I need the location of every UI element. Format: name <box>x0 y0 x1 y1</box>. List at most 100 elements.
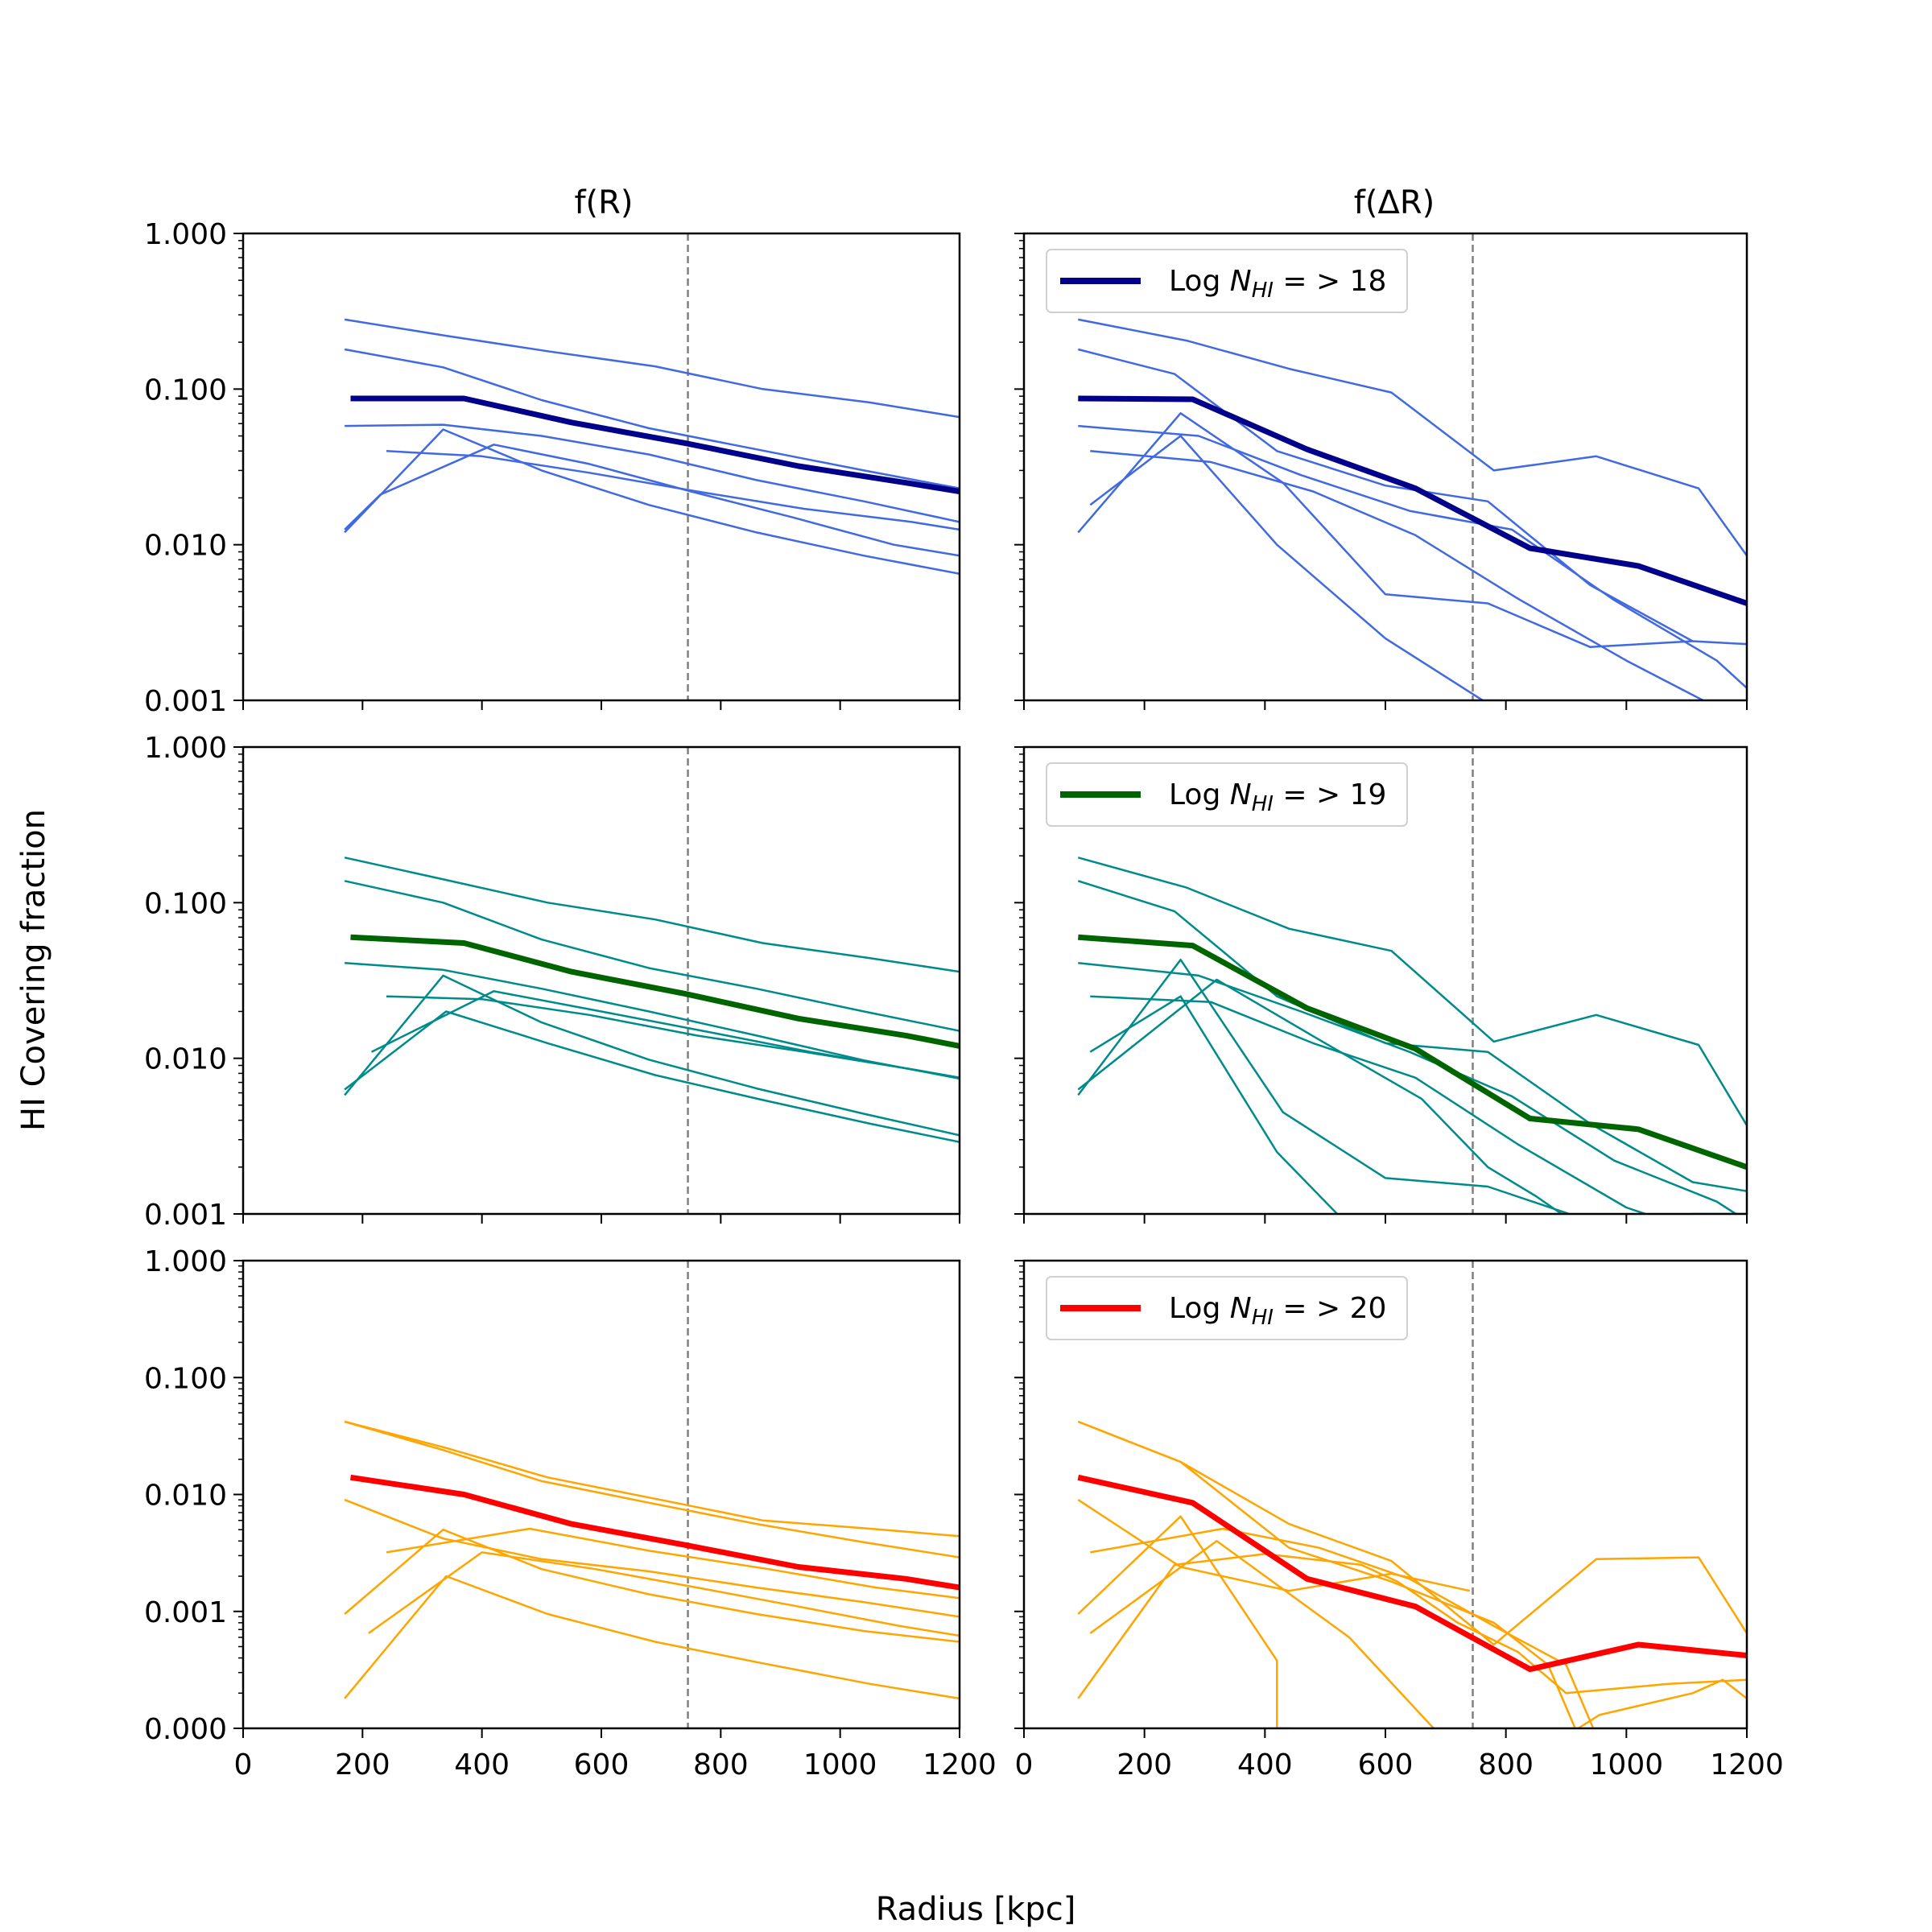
y-tick-label: 0.010 <box>144 1480 227 1513</box>
series-line-sim-3 <box>1078 961 1738 1214</box>
legend-label: Log NHI = > 20 <box>1169 1292 1386 1330</box>
y-tick-label: 0.010 <box>144 530 227 563</box>
y-tick-label: 0.001 <box>144 685 227 718</box>
series-line-log-n-hi-18 <box>350 395 960 494</box>
series-line-sim-6 <box>344 1010 960 1143</box>
panel-top-left: 0.001 0.010 0.100 1.000 <box>144 218 961 718</box>
x-tick-label: 800 <box>1478 1748 1534 1781</box>
y-tick-label: 0.001 <box>144 1596 227 1629</box>
series-line-sim-1 <box>344 1420 960 1538</box>
series-line-sim-1 <box>1078 318 1747 557</box>
series-line-sim-4 <box>1090 995 1649 1214</box>
x-tick-label: 400 <box>1237 1748 1293 1781</box>
y-tick-label: 1.000 <box>144 218 227 251</box>
series-line-sim-6 <box>1089 995 1338 1214</box>
series-line-sim-7 <box>1077 1553 1747 1699</box>
series-line-sim-6 <box>344 444 960 557</box>
series-line-sim-1 <box>344 857 960 973</box>
series-line-log-n-hi-19 <box>350 934 960 1049</box>
y-tick-label: 0.100 <box>144 887 227 920</box>
series-line-sim-5 <box>1077 958 1747 1214</box>
x-tick-label: 0 <box>234 1748 253 1781</box>
x-tick-label: 600 <box>574 1748 630 1781</box>
plot-area <box>1077 1261 1747 1728</box>
series-line-sim-2 <box>344 348 960 489</box>
plot-area <box>344 1261 960 1728</box>
series-line-sim-3 <box>344 1498 960 1618</box>
series-line-sim-2 <box>1077 348 1747 646</box>
legend: Log NHI = > 20 <box>1046 1276 1408 1340</box>
y-tick-label: 0.100 <box>144 1362 227 1395</box>
panel-bottom-right: 0 200 400 600 800 1000 1200 Log NHI = > 20 <box>1014 1259 1784 1781</box>
plot-area <box>1077 233 1747 700</box>
y-tick-label: 0.000 <box>144 1713 227 1746</box>
y-axis-label: HI Covering fraction <box>15 809 52 1131</box>
x-tick-label: 1000 <box>803 1748 877 1781</box>
series-line-sim-6 <box>368 1551 960 1637</box>
series-line-sim-7 <box>1077 978 1563 1214</box>
plot-area <box>1077 747 1747 1214</box>
y-tick-label: 1.000 <box>144 732 227 765</box>
y-tick-label: 0.100 <box>144 374 227 407</box>
series-line-sim-1 <box>1077 1420 1747 1646</box>
panel-top-right: Log NHI = > 18 <box>1014 232 1748 710</box>
series-line-sim-1 <box>1077 857 1747 1126</box>
series-line-sim-2 <box>1077 1420 1576 1728</box>
plot-area <box>344 233 960 700</box>
y-tick-label: 0.001 <box>144 1199 227 1232</box>
series-line-sim-4 <box>1090 1527 1595 1728</box>
series-line-sim-2 <box>344 1420 960 1558</box>
series-line-sim-5 <box>1077 1515 1292 1728</box>
series-line-sim-5 <box>344 428 960 576</box>
series-line-sim-6 <box>1089 435 1485 700</box>
y-tick-label: 0.010 <box>144 1043 227 1076</box>
series-line-sim-8 <box>1577 1678 1747 1728</box>
series-line-sim-3 <box>1078 424 1747 689</box>
x-tick-label: 800 <box>693 1748 749 1781</box>
plot-area <box>344 747 960 1214</box>
series-line-sim-2 <box>1077 880 1747 1192</box>
y-tick-label: 1.000 <box>144 1245 227 1278</box>
x-tick-label: 1200 <box>923 1748 997 1781</box>
panel-middle-left: 0.001 0.010 0.100 1.000 <box>144 732 961 1232</box>
x-tick-label: 1200 <box>1710 1748 1784 1781</box>
series-line-log-n-hi-20 <box>1077 1474 1747 1673</box>
series-line-sim-1 <box>344 318 960 419</box>
series-line-sim-5 <box>1077 412 1693 649</box>
x-tick-label: 600 <box>1358 1748 1414 1781</box>
series-line-sim-2 <box>344 880 960 1032</box>
legend-box <box>1046 249 1408 313</box>
series-line-sim-3 <box>345 423 960 523</box>
series-line-sim-5 <box>344 1528 960 1643</box>
series-line-log-n-hi-20 <box>349 1474 960 1591</box>
legend: Log NHI = > 18 <box>1046 249 1408 313</box>
series-line-sim-7 <box>344 1575 960 1700</box>
series-line-sim-4 <box>386 1527 960 1600</box>
legend-label: Log NHI = > 18 <box>1169 265 1386 303</box>
series-line-log-n-hi-19 <box>1078 934 1747 1170</box>
x-tick-label: 200 <box>1117 1748 1172 1781</box>
axes-frame <box>242 745 961 1216</box>
legend-box <box>1046 1276 1408 1340</box>
series-line-sim-5 <box>344 974 960 1137</box>
panel-bottom-left: 0 200 400 600 800 1000 1200 0.000 0.001 0.010 0.10… <box>144 1245 997 1781</box>
series-line-sim-6 <box>1089 1540 1435 1728</box>
x-tick-label: 1000 <box>1590 1748 1664 1781</box>
legend-label: Log NHI = > 19 <box>1169 778 1386 816</box>
legend-box <box>1046 762 1408 827</box>
legend: Log NHI = > 19 <box>1046 762 1408 827</box>
series-line-sim-3 <box>1077 1499 1471 1592</box>
x-axis-label: Radius [kpc] <box>876 1891 1076 1928</box>
series-line-sim-7 <box>370 990 960 1080</box>
panel-middle-right: Log NHI = > 19 <box>1014 745 1748 1224</box>
column-title-right: f(ΔR) <box>1354 184 1435 221</box>
series-line-log-n-hi-18 <box>1078 395 1747 606</box>
series-line-sim-4 <box>386 450 960 531</box>
x-tick-label: 400 <box>454 1748 510 1781</box>
x-tick-label: 200 <box>335 1748 390 1781</box>
axes-frame <box>242 1259 961 1730</box>
column-title-left: f(R) <box>574 184 633 221</box>
x-tick-label: 0 <box>1015 1748 1034 1781</box>
